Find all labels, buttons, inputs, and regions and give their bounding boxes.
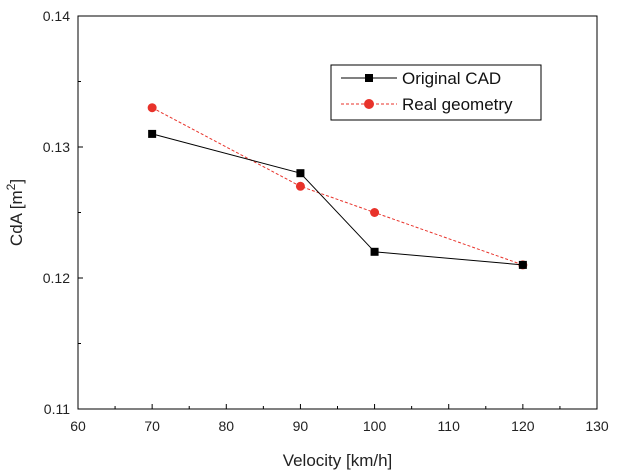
series-line-real-geometry [151, 107, 524, 266]
x-tick-label: 130 [585, 418, 609, 434]
y-tick-label: 0.11 [44, 401, 70, 417]
x-tick-label: 70 [144, 418, 160, 434]
x-axis-title: Velocity [km/h] [283, 451, 393, 470]
series-layer [147, 103, 528, 270]
x-axis: 60 70 80 90 100 110 120 130 [70, 404, 609, 434]
legend-marker-original-cad [365, 74, 373, 82]
y-axis-title: CdA [m2] [4, 179, 26, 246]
data-point-original-cad [370, 247, 379, 256]
x-tick-label: 100 [363, 418, 387, 434]
data-point-original-cad [518, 260, 527, 269]
data-point-real-geometry [147, 103, 157, 113]
y-axis-title-main: CdA [m [7, 190, 26, 246]
x-tick-label: 110 [438, 418, 461, 434]
y-axis-title-suffix: ] [7, 179, 26, 184]
x-tick-label: 60 [70, 418, 86, 434]
data-point-real-geometry [295, 181, 305, 191]
y-axis-title-superscript: 2 [4, 183, 18, 190]
y-tick-label: 0.13 [43, 139, 70, 155]
y-tick-label: 0.14 [43, 8, 70, 24]
legend: Original CAD Real geometry [330, 64, 542, 121]
legend-marker-real-geometry [364, 99, 374, 109]
x-tick-label: 90 [293, 418, 309, 434]
data-point-original-cad [296, 169, 305, 178]
y-tick-label: 0.12 [43, 270, 70, 286]
x-tick-label: 80 [218, 418, 234, 434]
data-point-original-cad [148, 129, 157, 138]
legend-label-original-cad: Original CAD [402, 69, 501, 88]
series-line-original-cad [152, 133, 523, 266]
data-point-real-geometry [370, 208, 380, 217]
y-axis: 0.11 0.12 0.13 0.14 [43, 8, 83, 417]
legend-label-real-geometry: Real geometry [402, 95, 513, 114]
x-tick-label: 120 [511, 418, 535, 434]
